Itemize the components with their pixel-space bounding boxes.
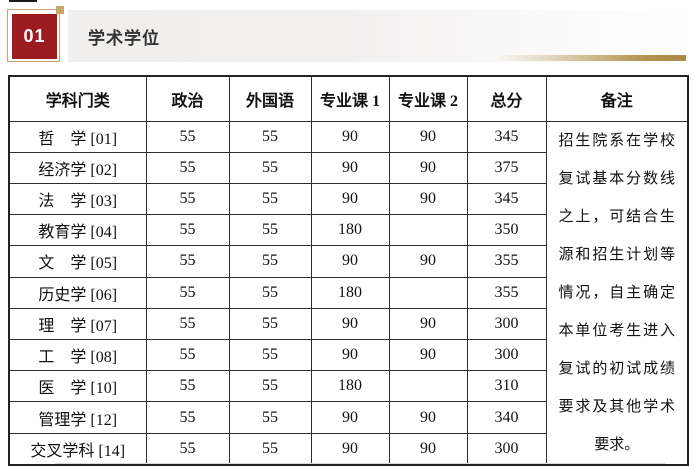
table-row: 法 学 [03] 55 55 90 90 345 — [8, 182, 688, 216]
section-badge-corner-square — [56, 6, 64, 14]
cell-politics: 55 — [145, 151, 230, 184]
cell-category: 工 学 [08] — [8, 339, 147, 372]
cell-foreign_language: 55 — [228, 432, 312, 466]
cell-course2: 90 — [388, 245, 468, 278]
cell-foreign_language: 55 — [228, 182, 312, 216]
top-tick-line — [9, 0, 37, 2]
cell-course1: 180 — [310, 214, 390, 247]
section-number-badge: 01 — [12, 14, 57, 59]
cell-course2: 90 — [388, 401, 468, 434]
cell-politics: 55 — [145, 182, 230, 216]
cell-politics: 55 — [145, 401, 230, 434]
table-row: 工 学 [08] 55 55 90 90 300 — [8, 339, 688, 372]
cell-course2: 90 — [388, 182, 468, 216]
cell-politics: 55 — [145, 245, 230, 278]
cell-politics: 55 — [145, 276, 230, 309]
cell-foreign_language: 55 — [228, 276, 312, 309]
cell-course2: 90 — [388, 339, 468, 372]
cell-category: 法 学 [03] — [8, 182, 147, 216]
table-row: 哲 学 [01] 55 55 90 90 345 招生院系在学校复试基本分数线之上，可结合生… — [8, 120, 689, 465]
col-header-course2: 专业课 2 — [388, 75, 468, 122]
cell-category: 经济学 [02] — [8, 151, 147, 184]
cell-course1: 90 — [310, 151, 390, 184]
cell-total: 375 — [466, 151, 547, 184]
score-table: 学科门类 政治 外国语 专业课 1 专业课 2 总分 备注 哲 学 [01] 55… — [8, 75, 689, 466]
cell-foreign_language: 55 — [228, 307, 312, 341]
table-row: 文 学 [05] 55 55 90 90 355 — [8, 245, 688, 278]
gold-divider-line — [495, 55, 686, 61]
col-header-foreign-language: 外国语 — [228, 75, 312, 122]
cell-category: 历史学 [06] — [8, 276, 147, 309]
cell-course2: 90 — [388, 151, 468, 184]
cell-foreign_language: 55 — [228, 401, 312, 434]
cell-politics: 55 — [145, 214, 230, 247]
table-row: 经济学 [02] 55 55 90 90 375 — [8, 151, 688, 184]
cell-course2 — [388, 276, 468, 309]
cell-course1: 90 — [310, 245, 390, 278]
cell-foreign_language: 55 — [228, 370, 312, 403]
cell-category: 交叉学科 [14] — [8, 432, 147, 466]
cell-course1: 90 — [310, 307, 390, 341]
cell-course2: 90 — [388, 120, 468, 153]
section-title-band — [68, 10, 694, 62]
cell-politics: 55 — [145, 307, 230, 341]
cell-foreign_language: 55 — [228, 151, 312, 184]
cell-course1: 90 — [310, 401, 390, 434]
cell-course2 — [388, 370, 468, 403]
cell-course1: 90 — [310, 432, 390, 466]
cell-total: 310 — [466, 370, 547, 403]
cell-course1: 90 — [310, 120, 390, 153]
col-header-politics: 政治 — [145, 75, 230, 122]
cell-foreign_language: 55 — [228, 120, 312, 153]
remark-cell: 招生院系在学校复试基本分数线之上，可结合生源和招生计划等情况，自主确定本单位考生… — [545, 120, 689, 465]
cell-foreign_language: 55 — [228, 245, 312, 278]
cell-course1: 180 — [310, 276, 390, 309]
cell-politics: 55 — [145, 120, 230, 153]
table-header-row: 学科门类 政治 外国语 专业课 1 专业课 2 总分 备注 — [8, 75, 689, 122]
cell-total: 300 — [466, 307, 547, 341]
score-table-body: 哲 学 [01] 55 55 90 90 345 招生院系在学校复试基本分数线之上，可结合生… — [8, 120, 689, 466]
cell-category: 哲 学 [01] — [8, 120, 147, 153]
cell-politics: 55 — [145, 370, 230, 403]
cell-category: 管理学 [12] — [8, 401, 147, 434]
cell-course1: 90 — [310, 182, 390, 216]
cell-category: 理 学 [07] — [8, 307, 147, 341]
cell-category: 医 学 [10] — [8, 370, 147, 403]
table-row: 教育学 [04] 55 55 180 350 — [8, 214, 688, 247]
cell-course1: 180 — [310, 370, 390, 403]
col-header-remark: 备注 — [545, 75, 689, 122]
page-title: 学术学位 — [88, 28, 160, 48]
cell-foreign_language: 55 — [228, 214, 312, 247]
col-header-total: 总分 — [466, 75, 547, 122]
cell-total: 340 — [466, 401, 547, 434]
cell-category: 文 学 [05] — [8, 245, 147, 278]
cell-politics: 55 — [145, 339, 230, 372]
cell-category: 教育学 [04] — [8, 214, 147, 247]
cell-course2: 90 — [388, 307, 468, 341]
table-row: 历史学 [06] 55 55 180 355 — [8, 276, 688, 309]
col-header-course1: 专业课 1 — [310, 75, 390, 122]
cell-course2: 90 — [388, 432, 468, 466]
cell-total: 345 — [466, 120, 547, 153]
cell-total: 350 — [466, 214, 547, 247]
table-row: 管理学 [12] 55 55 90 90 340 — [8, 401, 688, 434]
cell-total: 300 — [466, 432, 547, 466]
col-header-category: 学科门类 — [8, 75, 147, 122]
cell-total: 355 — [466, 276, 547, 309]
cell-total: 300 — [466, 339, 547, 372]
cell-course2 — [388, 214, 468, 247]
table-row: 交叉学科 [14] 55 55 90 90 300 — [8, 432, 688, 466]
bottom-hairline — [55, 463, 665, 464]
cell-total: 355 — [466, 245, 547, 278]
cell-course1: 90 — [310, 339, 390, 372]
cell-foreign_language: 55 — [228, 339, 312, 372]
cell-politics: 55 — [145, 432, 230, 466]
cell-total: 345 — [466, 182, 547, 216]
